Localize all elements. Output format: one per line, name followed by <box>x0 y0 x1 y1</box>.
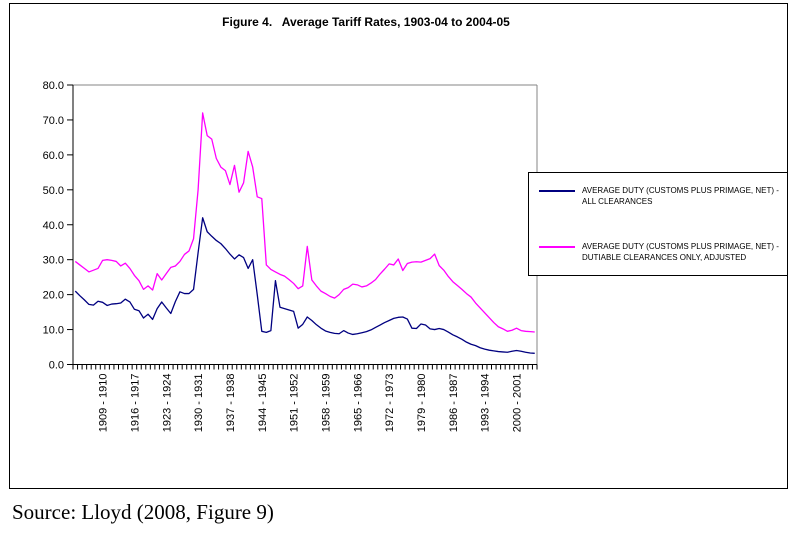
x-tick-label: 1937 - 1938 <box>225 374 237 433</box>
x-tick-label: 1986 - 1987 <box>448 374 460 433</box>
legend-line-sample-all-clearances <box>539 190 575 192</box>
series-line-dutiable-adjusted <box>74 112 535 333</box>
y-tick-label: 10.0 <box>43 325 64 337</box>
x-tick-label: 1972 - 1973 <box>384 374 396 433</box>
series-line-all-clearances <box>74 217 535 354</box>
x-tick-label: 1993 - 1994 <box>480 374 492 433</box>
y-tick-label: 60.0 <box>43 150 64 162</box>
x-tick-label: 1916 - 1917 <box>129 374 141 433</box>
y-tick-label: 20.0 <box>43 290 64 302</box>
legend-line-sample-dutiable-adjusted <box>539 246 575 248</box>
y-tick-label: 30.0 <box>43 255 64 267</box>
legend-label-all-clearances: AVERAGE DUTY (CUSTOMS PLUS PRIMAGE, NET)… <box>582 186 782 208</box>
legend-label-line: DUTIABLE CLEARANCES ONLY, ADJUSTED <box>582 252 747 262</box>
tariff-rates-chart: 0.0 10.0 20.0 30.0 40.0 50.0 60.0 70.0 80.0 1909 … <box>43 80 538 433</box>
y-tick-label: 40.0 <box>43 220 64 232</box>
y-tick-label: 0.0 <box>49 360 64 372</box>
legend-label-line: AVERAGE DUTY (CUSTOMS PLUS PRIMAGE, NET)… <box>582 186 779 195</box>
legend-label-line: AVERAGE DUTY (CUSTOMS PLUS PRIMAGE, NET)… <box>582 242 779 251</box>
legend-label-dutiable-adjusted: AVERAGE DUTY (CUSTOMS PLUS PRIMAGE, NET)… <box>582 242 782 264</box>
chart-legend: AVERAGE DUTY (CUSTOMS PLUS PRIMAGE, NET)… <box>528 172 788 276</box>
x-tick-label: 1944 - 1945 <box>257 374 269 433</box>
x-tick-label: 2000 - 2001 <box>512 374 524 433</box>
x-tick-label: 1965 - 1966 <box>352 374 364 433</box>
y-tick-label: 50.0 <box>43 185 64 197</box>
x-tick-label: 1923 - 1924 <box>161 374 173 433</box>
x-tick-label: 1909 - 1910 <box>98 374 110 433</box>
source-note: Source: Lloyd (2008, Figure 9) <box>12 500 274 524</box>
x-tick-label: 1951 - 1952 <box>289 374 301 433</box>
y-tick-label: 70.0 <box>43 115 64 127</box>
x-tick-label: 1958 - 1959 <box>320 374 332 433</box>
legend-entry-dutiable-adjusted: AVERAGE DUTY (CUSTOMS PLUS PRIMAGE, NET)… <box>539 242 782 264</box>
x-tick-label: 1930 - 1931 <box>193 374 205 433</box>
x-tick-label: 1979 - 1980 <box>416 374 428 433</box>
y-tick-label: 80.0 <box>43 80 64 92</box>
legend-label-line: ALL CLEARANCES <box>582 196 653 206</box>
chart-title: Figure 4. Average Tariff Rates, 1903-04 … <box>222 15 510 29</box>
legend-entry-all-clearances: AVERAGE DUTY (CUSTOMS PLUS PRIMAGE, NET)… <box>539 186 782 208</box>
